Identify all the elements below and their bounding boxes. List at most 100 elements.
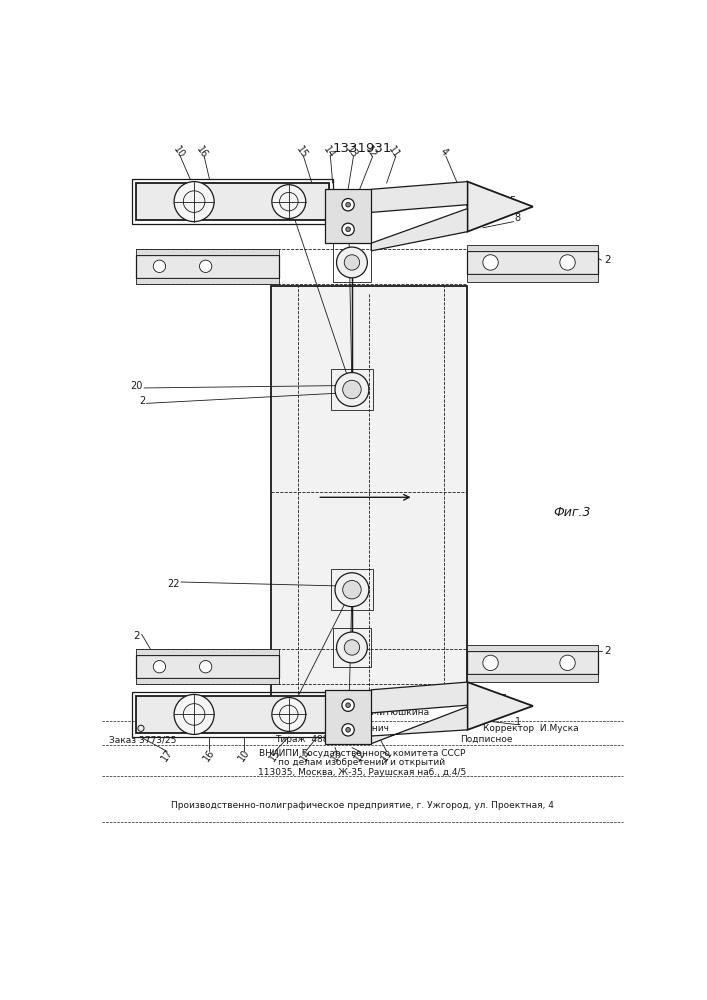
Bar bbox=[331, 569, 373, 610]
Circle shape bbox=[343, 380, 361, 399]
Bar bbox=[136, 678, 279, 684]
Bar bbox=[467, 245, 598, 251]
Bar bbox=[136, 649, 279, 655]
Text: 1331931: 1331931 bbox=[332, 142, 392, 155]
Circle shape bbox=[342, 724, 354, 736]
Text: 113035, Москва, Ж-35, Раушская наб., д.4/5: 113035, Москва, Ж-35, Раушская наб., д.4… bbox=[258, 768, 466, 777]
Bar bbox=[467, 274, 598, 282]
Text: 2: 2 bbox=[139, 396, 146, 406]
Polygon shape bbox=[371, 182, 467, 212]
Text: 22: 22 bbox=[167, 579, 180, 589]
Circle shape bbox=[346, 202, 351, 207]
Bar bbox=[331, 369, 373, 410]
Circle shape bbox=[279, 705, 298, 724]
Text: 17: 17 bbox=[160, 747, 175, 763]
Text: 10: 10 bbox=[237, 747, 252, 763]
Text: 20: 20 bbox=[130, 381, 143, 391]
Text: 2: 2 bbox=[604, 646, 611, 656]
Text: Редактор  Н.Гунько: Редактор Н.Гунько bbox=[160, 724, 253, 733]
Text: 2: 2 bbox=[604, 255, 611, 265]
Circle shape bbox=[483, 255, 498, 270]
Text: 16: 16 bbox=[202, 747, 217, 763]
Text: 13: 13 bbox=[329, 747, 344, 763]
Circle shape bbox=[272, 698, 305, 731]
Text: 5: 5 bbox=[501, 694, 507, 704]
Circle shape bbox=[153, 260, 165, 272]
Circle shape bbox=[335, 373, 369, 406]
Bar bbox=[132, 179, 333, 224]
Circle shape bbox=[346, 227, 351, 232]
Polygon shape bbox=[467, 182, 533, 232]
Text: Фиг.3: Фиг.3 bbox=[554, 506, 591, 519]
Polygon shape bbox=[371, 682, 467, 713]
Circle shape bbox=[342, 223, 354, 235]
Text: 12: 12 bbox=[352, 747, 368, 763]
Bar bbox=[467, 645, 598, 651]
Text: 8: 8 bbox=[515, 213, 520, 223]
Text: 12: 12 bbox=[363, 144, 379, 160]
Circle shape bbox=[346, 728, 351, 732]
Bar bbox=[271, 286, 467, 698]
Bar bbox=[136, 655, 279, 678]
Polygon shape bbox=[371, 209, 467, 251]
Text: 10: 10 bbox=[171, 144, 187, 160]
Text: 5: 5 bbox=[509, 196, 515, 206]
Circle shape bbox=[560, 255, 575, 270]
Text: 4: 4 bbox=[438, 147, 450, 158]
Circle shape bbox=[346, 703, 351, 708]
Circle shape bbox=[337, 632, 368, 663]
Circle shape bbox=[153, 661, 165, 673]
Circle shape bbox=[344, 640, 360, 655]
Bar bbox=[136, 278, 279, 284]
Bar bbox=[132, 692, 333, 737]
Text: Тираж  488: Тираж 488 bbox=[275, 735, 329, 744]
Bar bbox=[136, 696, 329, 733]
Bar bbox=[325, 690, 371, 744]
Text: 14: 14 bbox=[321, 144, 337, 160]
Circle shape bbox=[272, 185, 305, 219]
Bar bbox=[325, 189, 371, 243]
Text: Производственно-полиграфическое предприятие, г. Ужгород, ул. Проектная, 4: Производственно-полиграфическое предприя… bbox=[170, 801, 554, 810]
Circle shape bbox=[483, 655, 498, 671]
Circle shape bbox=[174, 182, 214, 222]
Text: 1: 1 bbox=[515, 717, 521, 727]
Circle shape bbox=[560, 655, 575, 671]
Circle shape bbox=[335, 573, 369, 607]
Circle shape bbox=[199, 260, 212, 272]
Circle shape bbox=[344, 255, 360, 270]
Circle shape bbox=[183, 704, 205, 725]
Circle shape bbox=[337, 247, 368, 278]
Text: Подписное: Подписное bbox=[460, 735, 513, 744]
Circle shape bbox=[183, 191, 205, 212]
Circle shape bbox=[279, 192, 298, 211]
Text: по делам изобретений и открытий: по делам изобретений и открытий bbox=[279, 758, 445, 767]
Text: 11: 11 bbox=[387, 144, 402, 160]
Text: 8: 8 bbox=[507, 706, 513, 716]
Bar bbox=[136, 183, 329, 220]
Text: 15: 15 bbox=[267, 747, 283, 763]
Bar bbox=[467, 651, 598, 674]
Circle shape bbox=[199, 661, 212, 673]
Polygon shape bbox=[467, 682, 533, 730]
Circle shape bbox=[174, 694, 214, 734]
Bar bbox=[467, 251, 598, 274]
Text: Техред  М.Ходанич: Техред М.Ходанич bbox=[298, 724, 389, 733]
Text: 13: 13 bbox=[344, 144, 360, 160]
Text: 2: 2 bbox=[134, 631, 140, 641]
Bar bbox=[467, 674, 598, 682]
Circle shape bbox=[342, 199, 354, 211]
Bar bbox=[333, 243, 371, 282]
Bar bbox=[136, 255, 279, 278]
Text: Заказ 3773/25: Заказ 3773/25 bbox=[110, 735, 177, 744]
Polygon shape bbox=[371, 707, 467, 744]
Circle shape bbox=[342, 699, 354, 711]
Text: 16: 16 bbox=[194, 144, 209, 160]
Text: 15: 15 bbox=[294, 144, 310, 160]
Text: Составитель  И.Митюшкина: Составитель И.Митюшкина bbox=[295, 708, 429, 717]
Bar bbox=[136, 249, 279, 255]
Text: ВНИИПИ Государственного комитета СССР: ВНИИПИ Государственного комитета СССР bbox=[259, 749, 465, 758]
Text: 14: 14 bbox=[298, 747, 313, 763]
Bar bbox=[333, 628, 371, 667]
Text: 11: 11 bbox=[379, 747, 395, 763]
Text: Корректор  И.Муска: Корректор И.Муска bbox=[483, 724, 578, 733]
